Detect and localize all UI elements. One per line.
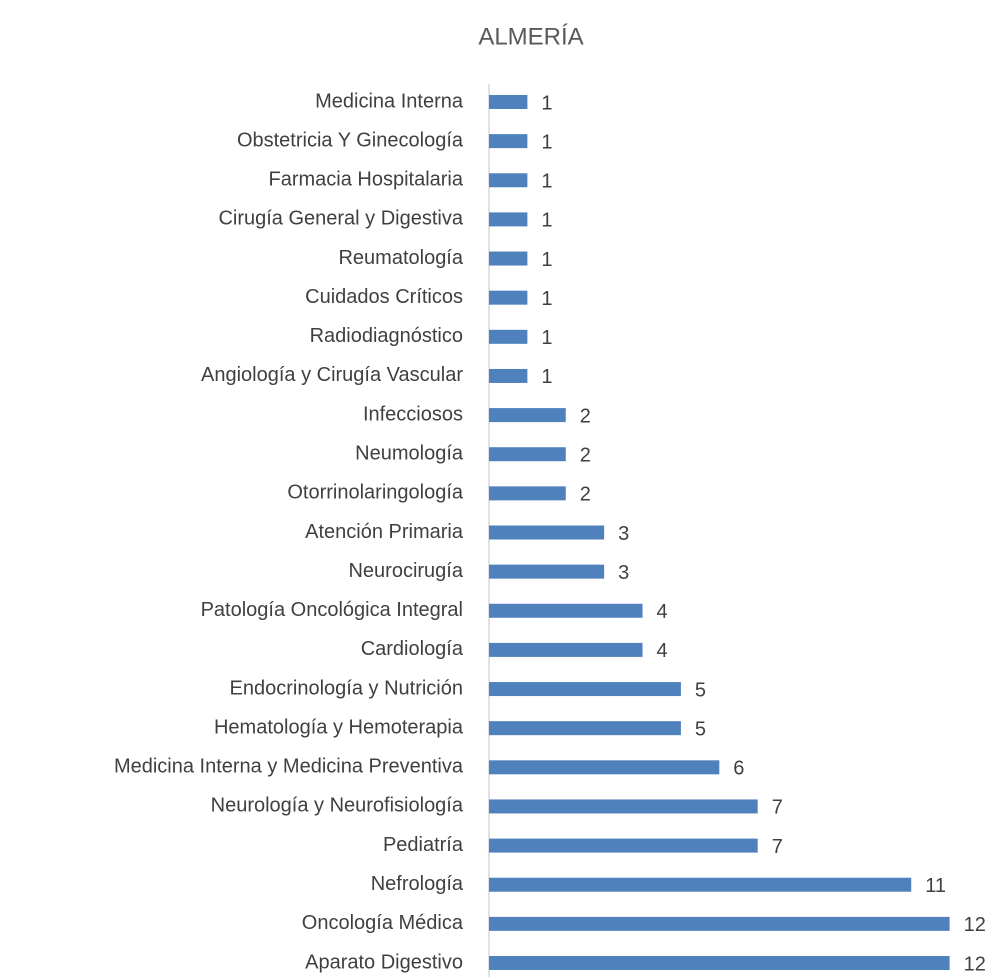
bar [489, 134, 528, 149]
data-label: 2 [580, 484, 591, 506]
chart-title: ALMERÍA [478, 23, 583, 50]
data-label: 1 [541, 171, 552, 193]
y-tick-label: Medicina Interna [315, 90, 464, 112]
y-tick-label: Patología Oncológica Integral [201, 599, 463, 621]
bar [489, 95, 528, 109]
data-label: 1 [541, 366, 552, 388]
bar [489, 329, 528, 344]
data-label: 1 [541, 92, 552, 114]
data-label: 11 [925, 875, 946, 897]
y-tick-label: Angiología y Cirugía Vascular [201, 364, 463, 386]
bar [489, 603, 643, 618]
y-tick-label: Reumatología [338, 247, 463, 269]
data-label: 6 [733, 758, 744, 780]
y-tick-label: Neurología y Neurofisiología [211, 795, 464, 817]
bar [489, 173, 528, 188]
y-tick-label: Cuidados Críticos [305, 286, 463, 308]
y-tick-label: Cardiología [361, 638, 464, 660]
bar [489, 799, 758, 814]
bar [489, 642, 643, 657]
data-label: 2 [580, 445, 591, 467]
bar [489, 760, 720, 775]
y-tick-label: Otorrinolaringología [287, 482, 464, 504]
y-tick-label: Cirugía General y Digestiva [218, 208, 463, 230]
bar [489, 212, 528, 227]
data-label: 12 [964, 914, 986, 936]
bar [489, 956, 950, 970]
bar [489, 525, 605, 540]
data-label: 3 [618, 523, 629, 545]
data-label: 1 [541, 327, 552, 349]
bar [489, 408, 566, 423]
y-tick-label: Endocrinología y Nutrición [230, 677, 463, 699]
y-tick-label: Infecciosos [363, 403, 463, 425]
y-tick-label: Farmacia Hospitalaria [268, 169, 463, 191]
data-label: 5 [695, 718, 706, 740]
bar [489, 368, 528, 383]
bar [489, 916, 950, 931]
y-tick-label: Hematología y Hemoterapia [214, 716, 464, 738]
data-label: 5 [695, 679, 706, 701]
y-tick-label: Neumología [355, 443, 464, 465]
y-tick-label: Obstetricia Y Ginecología [237, 129, 464, 151]
y-tick-label: Atención Primaria [305, 521, 464, 543]
bar [489, 838, 758, 853]
y-tick-label: Oncología Médica [302, 912, 464, 934]
data-label: 2 [580, 405, 591, 427]
y-tick-label: Neurocirugía [348, 560, 463, 582]
data-label: 1 [541, 131, 552, 153]
y-tick-label: Aparato Digestivo [305, 951, 463, 973]
y-tick-label: Radiodiagnóstico [310, 325, 463, 347]
bar [489, 564, 605, 579]
bar [489, 721, 681, 736]
data-label: 1 [541, 288, 552, 310]
bar [489, 447, 566, 462]
data-label: 3 [618, 562, 629, 584]
bar [489, 877, 912, 892]
data-label: 7 [772, 836, 783, 858]
data-label: 1 [541, 210, 552, 232]
bar [489, 486, 566, 501]
data-label: 4 [657, 640, 668, 662]
y-tick-label: Medicina Interna y Medicina Preventiva [114, 756, 464, 778]
data-label: 12 [964, 953, 986, 975]
data-label: 4 [657, 601, 668, 623]
bar [489, 682, 681, 697]
bar [489, 290, 528, 305]
y-tick-label: Pediatría [383, 834, 464, 856]
data-label: 1 [541, 249, 552, 271]
data-label: 7 [772, 797, 783, 819]
bar [489, 251, 528, 266]
y-tick-label: Nefrología [371, 873, 464, 895]
